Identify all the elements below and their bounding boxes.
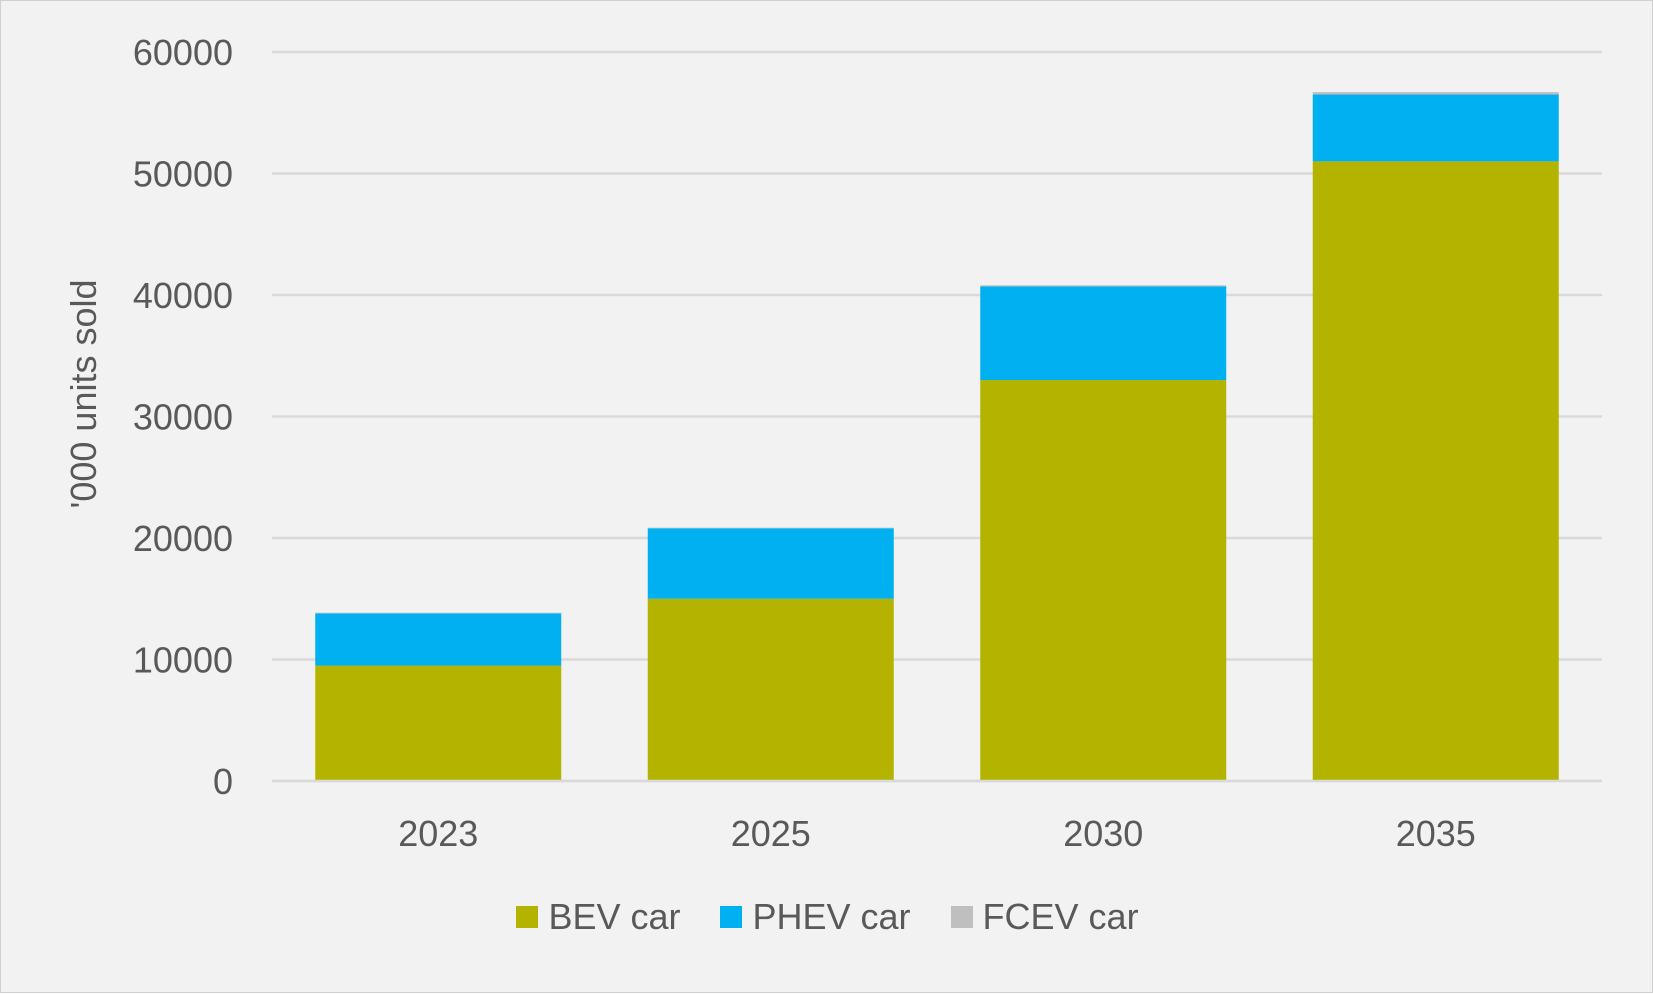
- bar-bev-car-2025: [647, 598, 894, 781]
- legend-item: PHEV car: [720, 896, 911, 938]
- legend-swatch: [720, 906, 743, 928]
- legend-item: FCEV car: [950, 896, 1139, 938]
- legend-label: FCEV car: [982, 896, 1139, 937]
- bar-phev-car-2030: [980, 286, 1227, 381]
- bar-fcev-car-2030: [980, 285, 1227, 287]
- bar-fcev-car-2023: [315, 612, 562, 614]
- y-tick-label: 30000: [133, 397, 233, 438]
- y-tick-label: 40000: [133, 275, 233, 316]
- bars: [272, 92, 1602, 783]
- y-tick-label: 60000: [133, 32, 233, 73]
- bar-fcev-car-2025: [647, 527, 894, 529]
- legend-label: BEV car: [548, 896, 681, 937]
- x-tick-label: 2023: [398, 813, 478, 854]
- x-tick-label: 2035: [1396, 813, 1476, 854]
- y-axis-tick-labels: 0 10000 20000 30000 40000 50000 60000: [133, 32, 233, 802]
- bar-bev-car-2030: [980, 380, 1227, 781]
- x-tick-label: 2030: [1063, 813, 1143, 854]
- y-axis-title: '000 units sold: [63, 279, 104, 508]
- legend-item: BEV car: [516, 896, 680, 938]
- x-axis-tick-labels: 2023 2025 2030 2035: [398, 813, 1476, 854]
- bar-phev-car-2025: [647, 528, 894, 599]
- bar-phev-car-2035: [1312, 94, 1559, 162]
- bar-bev-car-2035: [1312, 161, 1559, 782]
- bar-fcev-car-2035: [1312, 92, 1559, 95]
- legend-swatch: [516, 906, 539, 928]
- y-tick-label: 0: [213, 761, 233, 802]
- legend: BEV car PHEV car FCEV car: [1, 896, 1653, 938]
- bar-phev-car-2023: [315, 613, 562, 666]
- y-tick-label: 50000: [133, 154, 233, 195]
- legend-swatch: [950, 906, 973, 928]
- legend-label: PHEV car: [752, 896, 911, 937]
- x-tick-label: 2025: [731, 813, 811, 854]
- bar-bev-car-2023: [315, 665, 562, 781]
- y-tick-label: 10000: [133, 640, 233, 681]
- y-tick-label: 20000: [133, 518, 233, 559]
